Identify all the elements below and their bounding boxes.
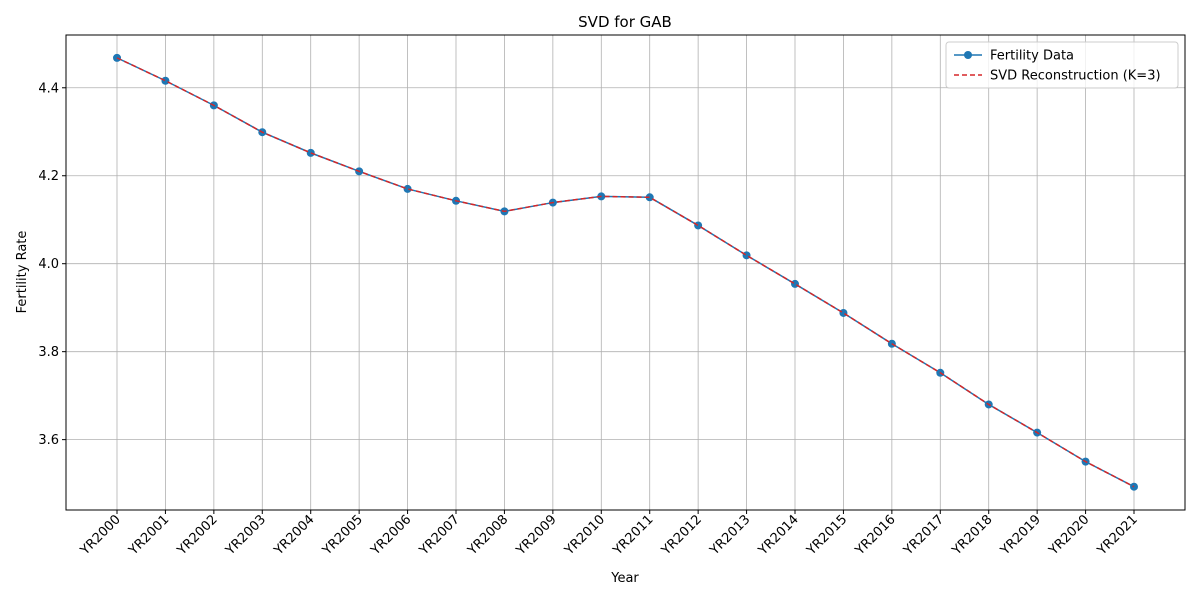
data-point-fertility-data [161, 76, 170, 85]
x-axis-label: Year [610, 571, 639, 586]
y-tick-label: 3.8 [38, 345, 59, 360]
y-axis-label: Fertility Rate [15, 231, 30, 314]
series-layer [113, 53, 1138, 491]
y-tick-label: 4.4 [38, 81, 59, 96]
y-tick-label: 4.2 [38, 169, 59, 184]
data-point-fertility-data [306, 148, 315, 157]
y-tick-label: 3.6 [38, 433, 59, 448]
series-line-svd-reconstruction [116, 57, 1135, 488]
data-point-fertility-data [791, 279, 799, 288]
legend-label-svd-reconstruction: SVD Reconstruction (K=3) [990, 69, 1161, 84]
data-point-fertility-data [645, 193, 654, 202]
data-point-fertility-data [839, 308, 848, 317]
chart-title: SVD for GAB [578, 13, 672, 31]
legend-box [945, 41, 1179, 89]
plot-frame [65, 34, 1186, 511]
legend-label-fertility-data: Fertility Data [990, 49, 1074, 64]
y-tick-label: 4.0 [38, 257, 59, 272]
data-point-fertility-data [403, 184, 412, 193]
data-point-fertility-data [694, 221, 703, 230]
y-axis: 3.6 3.8 4.0 4.2 4.4 [38, 81, 66, 448]
legend-swatch-marker-fertility-data [964, 51, 972, 59]
legend: Fertility Data SVD Reconstruction (K=3) [945, 41, 1179, 89]
data-point-fertility-data [742, 251, 751, 260]
